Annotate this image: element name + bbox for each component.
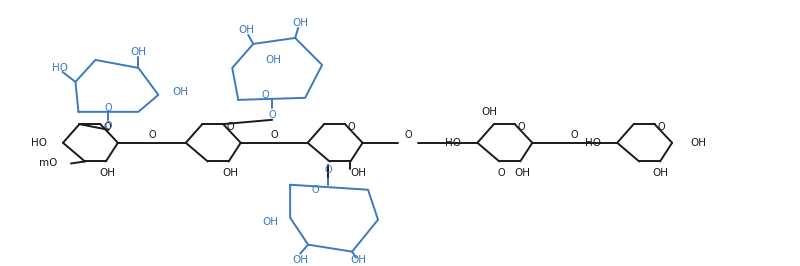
- Text: HO: HO: [446, 138, 462, 148]
- Text: O: O: [226, 122, 234, 132]
- Text: OH: OH: [100, 168, 116, 178]
- Text: O: O: [324, 165, 332, 175]
- Text: OH: OH: [292, 255, 308, 265]
- Text: OH: OH: [265, 55, 281, 65]
- Text: O: O: [404, 130, 412, 140]
- Text: OH: OH: [482, 107, 498, 117]
- Text: HO: HO: [53, 63, 69, 73]
- Text: OH: OH: [514, 168, 530, 178]
- Text: OH: OH: [262, 217, 278, 227]
- Text: HO: HO: [31, 138, 47, 148]
- Text: O: O: [348, 122, 355, 132]
- Text: OH: OH: [172, 87, 188, 97]
- Text: OH: OH: [130, 47, 146, 57]
- Text: O: O: [268, 110, 276, 120]
- Text: O: O: [105, 121, 112, 131]
- Text: OH: OH: [222, 168, 238, 178]
- Text: O: O: [148, 130, 156, 140]
- Text: OH: OH: [350, 168, 366, 178]
- Text: O: O: [262, 90, 269, 100]
- Text: OH: OH: [238, 25, 254, 35]
- Text: OH: OH: [690, 138, 706, 148]
- Text: mO: mO: [38, 159, 57, 168]
- Text: O: O: [571, 130, 578, 140]
- Text: OH: OH: [652, 168, 668, 178]
- Text: O: O: [498, 168, 505, 178]
- Text: OH: OH: [292, 18, 308, 28]
- Text: O: O: [105, 103, 112, 113]
- Text: O: O: [658, 122, 665, 132]
- Text: O: O: [518, 122, 526, 132]
- Text: HO: HO: [586, 138, 602, 148]
- Text: OH: OH: [350, 255, 366, 265]
- Text: O: O: [103, 122, 111, 132]
- Text: O: O: [311, 185, 319, 195]
- Text: O: O: [270, 130, 278, 140]
